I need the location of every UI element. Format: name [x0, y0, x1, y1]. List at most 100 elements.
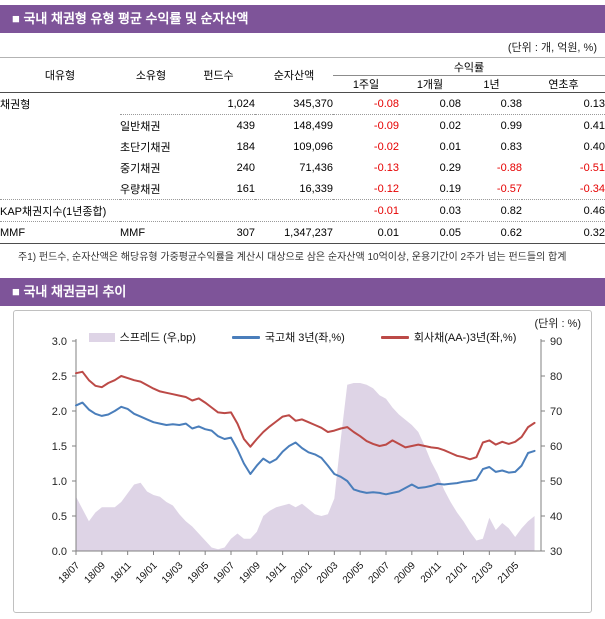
table-row-kap-bond-index: KAP채권지수(1년종합) -0.01 0.03 0.82 0.46: [0, 199, 605, 222]
fund-returns-table: 대유형 소유형 펀드수 순자산액 수익률 1주일 1개월 1년 연초후 채권형 …: [0, 57, 605, 244]
section2-title-bar: ■ 국내 채권금리 추이: [0, 278, 605, 306]
right-axis-label: 60: [550, 441, 562, 453]
col-header-1week: 1주일: [333, 75, 399, 93]
cell-return-1month: 0.05: [399, 221, 461, 244]
cell-net-assets: 16,339: [255, 178, 333, 200]
cell-net-assets: 148,499: [293, 119, 333, 132]
cell-return-ytd: 0.46: [522, 199, 605, 222]
section2-title: ■ 국내 채권금리 추이: [12, 284, 127, 299]
cell-return-1month: 0.01: [439, 140, 461, 153]
cell-minor-type: [120, 199, 182, 222]
left-axis-label: 3.0: [52, 336, 67, 348]
cell-return-ytd: -0.34: [522, 178, 605, 200]
cell-return-1week: -0.12: [333, 178, 399, 200]
x-axis-label: 21/01: [444, 560, 470, 586]
cell-fund-count: [182, 199, 255, 222]
cell-minor-type: 중기채권: [120, 162, 161, 175]
cell-return-1month: 0.19: [399, 178, 461, 200]
x-axis-label: 19/05: [186, 560, 212, 586]
cell-major-type: MMF: [0, 221, 120, 244]
cell-major-type: KAP채권지수(1년종합): [0, 199, 120, 222]
cell-return-1month: 0.29: [439, 161, 461, 174]
table-unit-label: (단위 : 개, 억원, %): [507, 42, 597, 54]
x-axis-label: 18/09: [82, 560, 108, 586]
cell-return-1week: -0.13: [373, 161, 399, 174]
col-header-net-assets: 순자산액: [255, 57, 333, 93]
cell-minor-type: [120, 92, 182, 115]
left-axis-label: 2.0: [52, 406, 67, 418]
cell-return-1year: -0.88: [496, 161, 522, 174]
left-axis-label: 2.5: [52, 371, 67, 383]
cell-major-type: 채권형: [0, 98, 31, 111]
table-row-mid-term-bond: 중기채권 240 71,436 -0.13 0.29 -0.88 -0.51: [0, 157, 605, 178]
cell-return-1year: 0.82: [461, 199, 522, 222]
col-header-major-type: 대유형: [0, 57, 120, 93]
x-axis-label: 20/05: [341, 560, 367, 586]
x-axis-label: 20/07: [367, 560, 393, 586]
cell-return-1week: -0.09: [373, 119, 399, 132]
legend-label-spread: 스프레드 (우,bp): [119, 332, 196, 344]
cell-fund-count: 184: [236, 140, 255, 153]
cell-net-assets: 71,436: [299, 161, 333, 174]
x-axis-label: 19/07: [212, 560, 238, 586]
x-axis-label: 21/03: [470, 560, 496, 586]
table-row-quality-bond: 우량채권 161 16,339 -0.12 0.19 -0.57 -0.34: [0, 178, 605, 200]
cell-return-1week: -0.08: [333, 92, 399, 115]
treasury-3yr-line-series: [75, 401, 536, 496]
section1-title: ■ 국내 채권형 유형 평균 수익률 및 순자산액: [12, 11, 249, 26]
cell-return-1month: 0.03: [399, 199, 461, 222]
legend-item-treasury: 국고채 3년(좌,%): [231, 329, 345, 345]
left-axis-label: 1.0: [52, 476, 67, 488]
section1-title-bar: ■ 국내 채권형 유형 평균 수익률 및 순자산액: [0, 5, 605, 33]
cell-major-type: [0, 178, 120, 200]
spread-area-series: [76, 383, 535, 551]
corporate-aa-3yr-line-series: [75, 370, 536, 461]
table-row-mmf: MMF MMF 307 1,347,237 0.01 0.05 0.62 0.3…: [0, 221, 605, 244]
legend-label-treasury: 국고채 3년(좌,%): [264, 332, 345, 344]
table-footnote: 주1) 펀드수, 순자산액은 해당유형 가중평균수익률을 계산시 대상으로 삼은…: [18, 252, 567, 263]
cell-fund-count: 439: [236, 119, 255, 132]
cell-return-1year: 0.83: [500, 140, 522, 153]
cell-return-1month: 0.02: [439, 119, 461, 132]
x-axis-label: 20/01: [289, 560, 315, 586]
cell-return-ytd: 0.32: [522, 221, 605, 244]
table-row-bond-type-total: 채권형 1,024 345,370 -0.08 0.08 0.38 0.13: [0, 92, 605, 115]
legend-item-corporate: 회사채(AA-)3년(좌,%): [380, 329, 516, 345]
col-header-returns-group: 수익률: [333, 57, 605, 76]
cell-return-ytd: 0.40: [583, 140, 605, 153]
cell-return-1year: 0.38: [461, 92, 522, 115]
cell-minor-type: 우량채권: [120, 178, 182, 200]
cell-return-ytd: 0.13: [522, 92, 605, 115]
col-header-1year: 1년: [461, 75, 522, 93]
cell-return-1year: 0.99: [500, 119, 522, 132]
col-header-1month: 1개월: [399, 75, 461, 93]
cell-minor-type: 일반채권: [120, 120, 161, 133]
right-axis-label: 70: [550, 406, 562, 418]
bond-rate-chart: 3.0 90 2.5 80 2.0 70 1.5 60 1.0 50 0.5 40 0.0 30 18/07…: [52, 336, 563, 586]
cell-net-assets: 109,096: [293, 140, 333, 153]
cell-return-ytd: -0.51: [579, 161, 605, 174]
right-axis-label: 50: [550, 476, 562, 488]
cell-fund-count: 161: [182, 178, 255, 200]
cell-return-1year: 0.62: [461, 221, 522, 244]
cell-net-assets: [255, 199, 333, 222]
cell-return-1week: -0.02: [373, 140, 399, 153]
x-axis-label: 20/09: [392, 560, 418, 586]
chart-unit-label: (단위 : %): [534, 318, 581, 330]
x-axis-label: 21/05: [496, 560, 522, 586]
table-row-ultra-short-bond: 초단기채권 184 109,096 -0.02 0.01 0.83 0.40: [0, 136, 605, 157]
bond-rate-chart-card: 3.0 90 2.5 80 2.0 70 1.5 60 1.0 50 0.5 40 0.0 30 18/07…: [13, 310, 592, 613]
table-row-general-bond: 일반채권 439 148,499 -0.09 0.02 0.99 0.41: [0, 115, 605, 137]
cell-major-type: [0, 136, 120, 157]
cell-return-ytd: 0.41: [583, 119, 605, 132]
right-axis-label: 30: [550, 546, 562, 558]
cell-net-assets: 1,347,237: [255, 221, 333, 244]
x-axis-label: 20/11: [419, 560, 444, 585]
x-axis-label: 18/11: [109, 560, 134, 585]
x-axis-label: 19/09: [237, 560, 263, 586]
cell-net-assets: 345,370: [255, 92, 333, 115]
col-header-minor-type: 소유형: [120, 57, 182, 93]
cell-major-type: [0, 115, 120, 137]
treasury-line-swatch-icon: [231, 335, 260, 339]
